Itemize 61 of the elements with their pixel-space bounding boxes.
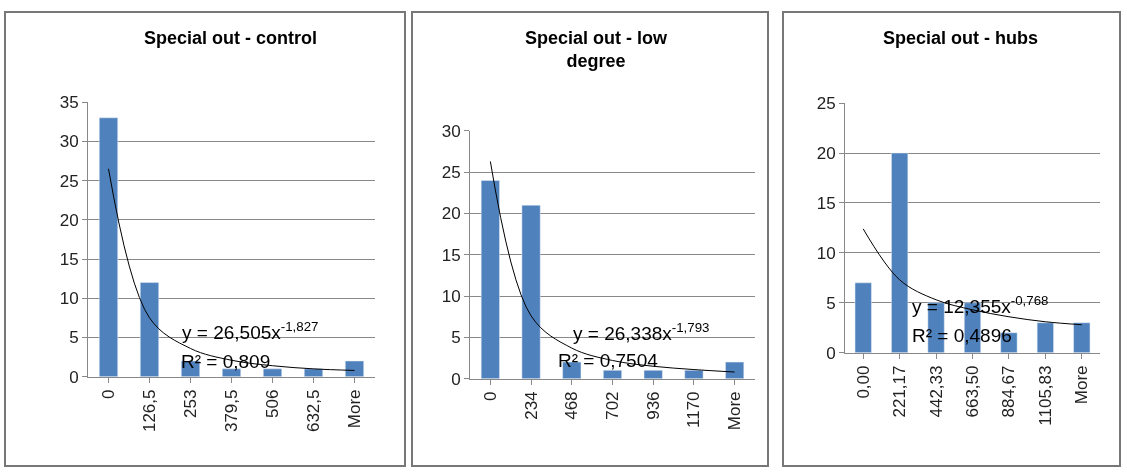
- y-tick-label: 20: [816, 143, 836, 163]
- y-tick-label: 20: [59, 210, 79, 230]
- x-tick-label: 884,67: [999, 365, 1019, 418]
- x-tick-label: 936: [643, 391, 663, 420]
- y-tick-label: 20: [441, 204, 461, 224]
- y-tick-label: 15: [441, 245, 461, 265]
- annotation: y = 26,505x$^{-1,827}$: [182, 319, 319, 343]
- y-tick-label: 10: [59, 289, 79, 309]
- y-tick-label: 25: [59, 171, 79, 191]
- y-tick-label: 15: [816, 193, 836, 213]
- x-tick-label: 221,17: [890, 365, 910, 418]
- bar: [1036, 322, 1054, 353]
- bar: [99, 117, 118, 377]
- bar: [854, 282, 872, 353]
- x-tick-label: 0: [480, 391, 500, 401]
- x-tick-label: 702: [603, 391, 623, 420]
- x-tick-label: 379,5: [222, 389, 242, 433]
- line-series: [489, 160, 736, 373]
- y-tick-label: 5: [451, 328, 461, 348]
- x-tick-label: 0,00: [853, 365, 873, 399]
- x-tick-label: 253: [181, 389, 201, 418]
- x-tick-label: 1105,83: [1035, 365, 1055, 426]
- y-tick-label: 10: [816, 243, 836, 263]
- x-tick-label: 442,33: [926, 365, 946, 418]
- x-tick-label: More: [725, 391, 745, 431]
- bar: [345, 360, 364, 377]
- x-tick-label: 663,50: [963, 365, 983, 418]
- bar: [643, 370, 663, 379]
- y-tick-label: 35: [59, 93, 79, 113]
- x-tick-label: 0: [99, 389, 119, 399]
- x-tick-label: More: [1072, 365, 1092, 405]
- y-tick-label: 5: [69, 328, 79, 348]
- bar: [891, 152, 909, 353]
- bar: [480, 180, 500, 379]
- x-tick-label: 632,5: [304, 389, 324, 433]
- y-tick-label: 30: [59, 132, 79, 152]
- line-series: [862, 228, 1083, 326]
- y-tick-label: 25: [441, 163, 461, 183]
- x-tick-label: 468: [562, 391, 582, 420]
- y-tick-label: 10: [441, 287, 461, 307]
- line-series: [108, 168, 355, 371]
- chart-title: Special out - control: [144, 28, 318, 48]
- x-tick-label: 234: [521, 391, 541, 420]
- x-tick-label: 1170: [684, 391, 704, 428]
- chart-title: Special out - hubs: [883, 28, 1039, 48]
- bar: [684, 370, 704, 379]
- y-tick-label: 15: [59, 249, 79, 269]
- y-tick-label: 30: [441, 121, 461, 141]
- bar: [725, 361, 745, 379]
- bar: [603, 370, 622, 379]
- bar: [140, 282, 159, 377]
- x-tick-label: More: [345, 389, 365, 429]
- y-tick-label: 5: [826, 293, 836, 313]
- y-tick-label: 0: [826, 343, 836, 363]
- annotation: y = 26,338x$^{-1,793}$: [573, 320, 710, 344]
- chart-title: Special out - low degree: [525, 28, 669, 72]
- x-tick-label: 506: [263, 389, 283, 418]
- x-tick-label: 126,5: [140, 389, 160, 433]
- bar: [1073, 322, 1091, 353]
- bar: [521, 204, 541, 379]
- y-tick-label: 25: [816, 94, 836, 114]
